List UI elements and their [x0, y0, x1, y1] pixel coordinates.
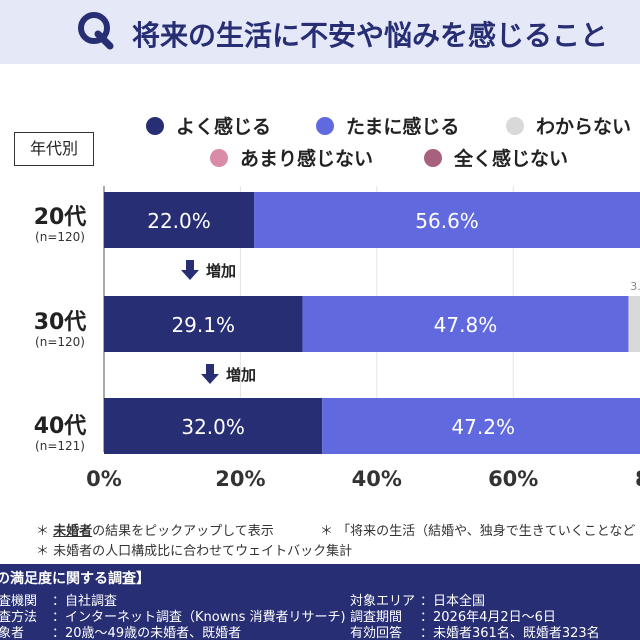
footer-value: ：20歳～49歳の未婚者、既婚者 [52, 626, 242, 640]
q-logo-icon [78, 12, 114, 50]
increase-indicator-1: 増加 [178, 258, 236, 282]
legend-swatch [424, 148, 442, 167]
data-labels: 22.0% 56.6% 29.1% 47.8% 3.1 32.0% 47.2% [147, 209, 640, 439]
data-label: 47.8% [434, 313, 498, 337]
footer-label: 有効回答 [350, 626, 403, 640]
x-tick-label: 40% [352, 467, 402, 491]
legend-label: わからない [536, 116, 632, 138]
x-tick-label: 60% [488, 467, 538, 491]
age-group-badge: 年代別 [14, 132, 94, 166]
data-label: 29.1% [171, 313, 235, 337]
data-label: 47.2% [451, 415, 515, 439]
note-prefix: ＊ [320, 524, 334, 539]
bar-segment-2-row-2 [302, 296, 629, 352]
footer-label: 象者 [0, 626, 25, 640]
bar-segments [104, 192, 640, 454]
row-label-30s: 30代 (n=120) [10, 310, 110, 350]
footer-label: 査機関 [0, 594, 38, 609]
x-tick-labels: 0% 20% 40% 60% 80 [86, 467, 640, 491]
page-title: 将来の生活に不安や悩みを感じること [132, 19, 609, 52]
footer-title: の満足度に関する調査】 [0, 571, 150, 587]
note-text: 未婚者の人口構成比に合わせてウェイトバック集計 [53, 544, 353, 559]
legend-label: よく感じる [176, 116, 272, 138]
note-emphasis: 未婚者 [53, 524, 93, 539]
footer-value: ：未婚者361名、既婚者323名 [420, 626, 600, 640]
x-tick-label: 0% [86, 467, 122, 491]
data-label: 22.0% [147, 209, 211, 233]
bar-segment-2-row-3 [322, 398, 640, 454]
survey-info-footer: の満足度に関する調査】 査機関 ：自社調査 査方法 ：インターネット調査（Kno… [0, 564, 640, 640]
legend-item-never: 全く感じない [424, 144, 568, 171]
data-label: 3.1 [630, 280, 640, 293]
down-arrow-icon [181, 260, 199, 280]
footer-label: 査方法 [0, 610, 38, 625]
bar-segment-1-row-1 [104, 192, 255, 248]
bar-segment-1-row-2 [104, 296, 303, 352]
row-sample-size: (n=120) [35, 230, 85, 244]
row-label-20s: 20代 (n=120) [10, 205, 110, 245]
row-age: 20代 [33, 205, 87, 230]
footer-label: 調査期間 [350, 610, 403, 625]
title-bar: 将来の生活に不安や悩みを感じること [0, 0, 640, 64]
note-text: 「将来の生活（結婚や、独身で生きていくことなど [337, 524, 636, 539]
footer-value: ：2026年4月2日～6日 [420, 610, 556, 625]
legend-label: たまに感じる [346, 116, 460, 138]
legend-item-sometimes: たまに感じる [316, 112, 459, 139]
footer-value: ：自社調査 [52, 594, 118, 609]
increase-label: 増加 [206, 261, 237, 280]
legend-swatch [506, 116, 524, 135]
footer-value: ：日本全国 [420, 594, 486, 609]
footer-value: ：インターネット調査（Knowns 消費者リサーチ) [52, 610, 346, 625]
note-1: ＊ 未婚者の結果をピックアップして表示 [36, 520, 274, 539]
bar-segment-1-row-3 [104, 398, 323, 454]
legend-swatch [316, 116, 334, 135]
legend-label: 全く感じない [454, 148, 569, 170]
bar-segment-3-row-2 [628, 296, 640, 352]
legend-label: あまり感じない [240, 148, 374, 170]
note-prefix: ＊ [36, 524, 50, 539]
note-2: ＊ 「将来の生活（結婚や、独身で生きていくことなど [320, 520, 635, 539]
note-3: ＊ 未婚者の人口構成比に合わせてウェイトバック集計 [36, 540, 352, 559]
footer-label: 対象エリア [350, 594, 416, 609]
legend-swatch [146, 116, 164, 135]
row-sample-size: (n=120) [35, 335, 85, 349]
legend-item-unknown: わからない [506, 112, 631, 139]
data-label: 56.6% [415, 209, 479, 233]
legend-item-often: よく感じる [146, 112, 271, 139]
note-prefix: ＊ [36, 544, 50, 559]
bar-segment-2-row-1 [254, 192, 640, 248]
row-age: 40代 [33, 414, 87, 439]
down-arrow-icon [201, 364, 219, 384]
row-age: 30代 [33, 310, 87, 335]
legend-item-rarely: あまり感じない [210, 144, 373, 171]
increase-indicator-2: 増加 [198, 362, 256, 386]
data-label: 32.0% [181, 415, 245, 439]
note-text: の結果をピックアップして表示 [92, 524, 274, 539]
row-sample-size: (n=121) [35, 439, 85, 453]
x-tick-label: 20% [215, 467, 265, 491]
x-tick-label: 80 [635, 467, 640, 491]
legend-swatch [210, 148, 228, 167]
row-label-40s: 40代 (n=121) [10, 414, 110, 454]
increase-label: 増加 [226, 365, 257, 384]
